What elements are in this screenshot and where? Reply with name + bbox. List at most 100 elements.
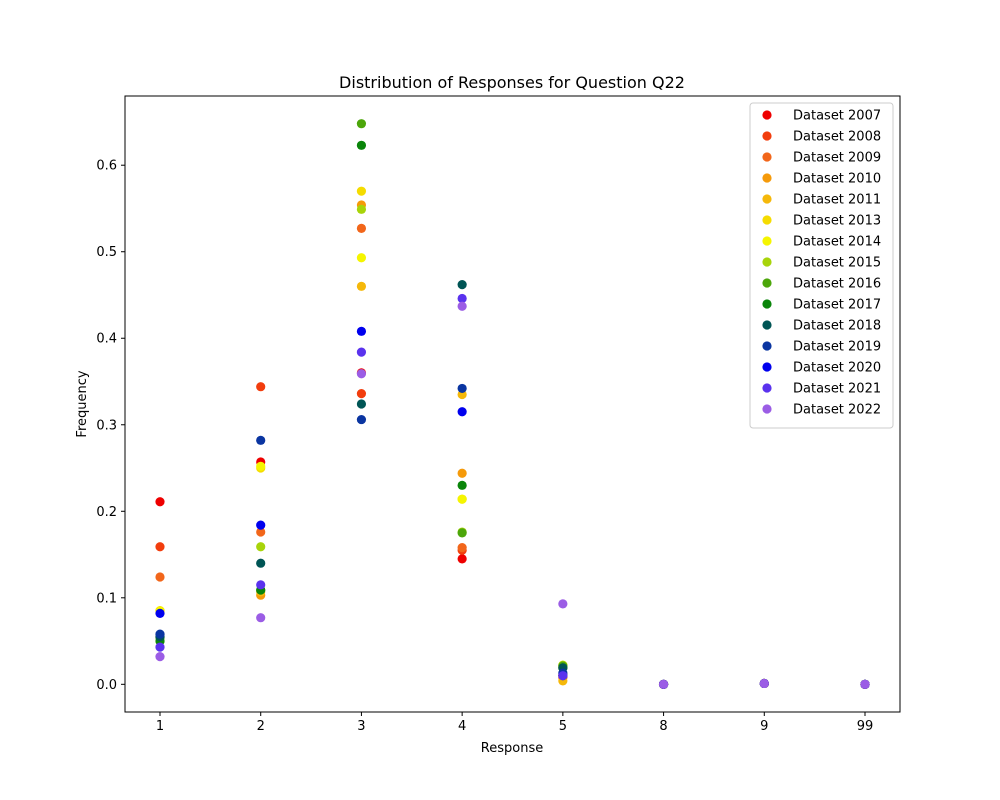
legend-label: Dataset 2007 (793, 109, 881, 124)
x-axis-label: Response (481, 741, 543, 756)
data-point (860, 679, 870, 689)
legend-label: Dataset 2008 (793, 130, 881, 145)
y-tick-label: 0.4 (96, 332, 117, 347)
x-tick-label: 2 (257, 719, 265, 734)
data-point (155, 629, 165, 639)
y-tick-label: 0.3 (96, 418, 117, 433)
legend-label: Dataset 2020 (793, 361, 881, 376)
y-tick-label: 0.1 (96, 591, 117, 606)
legend-label: Dataset 2018 (793, 319, 881, 334)
y-tick-label: 0.0 (96, 678, 117, 693)
data-point (356, 347, 367, 357)
data-point (256, 542, 266, 552)
data-point (256, 527, 266, 537)
legend-marker (762, 299, 772, 309)
data-point (457, 528, 467, 538)
x-tick-label: 8 (659, 719, 667, 734)
legend-marker (762, 320, 772, 330)
data-point (457, 293, 467, 304)
data-points (155, 119, 870, 689)
legend-marker (762, 173, 772, 183)
data-point (256, 520, 266, 530)
legend-marker (762, 257, 772, 267)
data-point (457, 407, 467, 417)
data-point (457, 468, 467, 478)
data-point (356, 140, 367, 150)
legend-label: Dataset 2011 (793, 193, 881, 208)
y-tick-label: 0.5 (96, 245, 117, 260)
data-point (356, 399, 367, 409)
data-point (356, 414, 367, 425)
data-point (457, 301, 467, 311)
legend-marker (762, 383, 772, 393)
data-point (457, 480, 467, 490)
legend-label: Dataset 2009 (793, 151, 881, 166)
y-axis: 0.0 0.1 0.2 0.3 0.4 0.5 0.6 (96, 159, 125, 693)
data-point (256, 580, 266, 590)
x-tick-label: 9 (760, 719, 768, 734)
data-point (457, 543, 467, 553)
legend-marker (762, 404, 772, 414)
legend: Dataset 2007 Dataset 2008 Dataset 2009 Data… (749, 102, 894, 429)
legend-label: Dataset 2022 (793, 403, 881, 418)
plot-area-frame (124, 95, 901, 713)
data-point (457, 280, 467, 290)
data-point (457, 383, 467, 394)
data-point (356, 369, 367, 379)
data-point (155, 652, 165, 662)
legend-label: Dataset 2010 (793, 172, 881, 187)
legend-label: Dataset 2015 (793, 256, 881, 271)
data-point (155, 642, 165, 652)
legend-box (749, 102, 894, 429)
legend-marker (762, 362, 772, 372)
y-tick-label: 0.2 (96, 505, 117, 520)
legend-label: Dataset 2017 (793, 298, 881, 313)
data-point (256, 382, 266, 392)
legend-marker (762, 341, 772, 351)
data-point (256, 613, 266, 623)
data-point (356, 204, 367, 214)
data-point (356, 389, 367, 399)
data-point (558, 671, 568, 681)
x-tick-label: 3 (357, 719, 365, 734)
legend-marker (762, 194, 772, 204)
data-point (155, 572, 165, 582)
data-point (256, 558, 266, 568)
legend-label: Dataset 2014 (793, 235, 881, 250)
data-point (155, 608, 165, 618)
data-point (759, 678, 769, 689)
legend-label: Dataset 2016 (793, 277, 881, 292)
data-point (256, 461, 266, 471)
data-point (558, 599, 568, 609)
data-point (356, 281, 367, 291)
legend-marker (762, 131, 772, 141)
x-axis: 1 2 3 4 5 8 9 99 (156, 712, 873, 734)
data-point (356, 119, 367, 129)
legend-marker (762, 236, 772, 246)
legend-marker (762, 152, 772, 162)
legend-label: Dataset 2019 (793, 340, 881, 355)
x-tick-label: 99 (857, 719, 874, 734)
y-axis-label: Frequency (75, 370, 90, 437)
x-tick-label: 5 (559, 719, 567, 734)
data-point (658, 679, 669, 689)
legend-marker (762, 215, 772, 225)
data-point (356, 186, 367, 196)
data-point (155, 497, 165, 507)
data-point (356, 253, 367, 263)
data-point (356, 223, 367, 233)
chart-title: Distribution of Responses for Question Q… (339, 73, 685, 92)
data-point (457, 554, 467, 564)
x-tick-label: 1 (156, 719, 164, 734)
data-point (155, 542, 165, 552)
legend-label: Dataset 2013 (793, 214, 881, 229)
y-tick-label: 0.6 (96, 159, 117, 174)
data-point (356, 326, 367, 336)
x-tick-label: 4 (458, 719, 466, 734)
legend-label: Dataset 2021 (793, 382, 881, 397)
legend-marker (762, 110, 772, 120)
data-point (256, 435, 266, 445)
data-point (457, 494, 467, 504)
legend-marker (762, 278, 772, 288)
